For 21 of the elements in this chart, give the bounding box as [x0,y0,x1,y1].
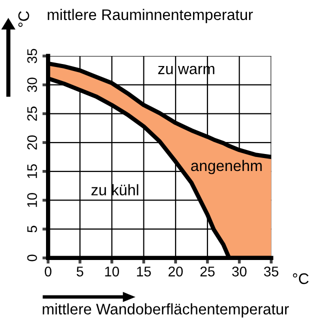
text: °C [18,11,30,27]
y-tick-label: 10 [27,193,38,207]
x-tick-label: 15 [137,266,151,276]
annotation: angenehm [191,160,262,174]
x-tick-label: 5 [76,266,84,276]
y-axis-title: mittlere Rauminnentemperatur [48,8,253,24]
text: °C [292,273,309,284]
x-tick-label: 10 [105,266,120,276]
x-tick-label: 35 [264,266,278,276]
y-tick-label: 35 [27,48,38,64]
y-tick-label: 5 [27,226,38,232]
y-tick-label: 25 [27,106,38,121]
x-axis-title: mittlere Wandoberflächentemperatur [42,303,289,318]
y-tick-label: 30 [27,78,38,92]
x-tick-label: 25 [200,266,215,276]
x-tick-label: 20 [168,266,183,276]
y-tick-label: 0 [27,254,38,262]
y-tick-label: 20 [27,135,38,150]
x-tick-label: 0 [44,266,52,276]
y-tick-label: 15 [27,164,38,178]
x-tick-label: 30 [232,266,247,276]
